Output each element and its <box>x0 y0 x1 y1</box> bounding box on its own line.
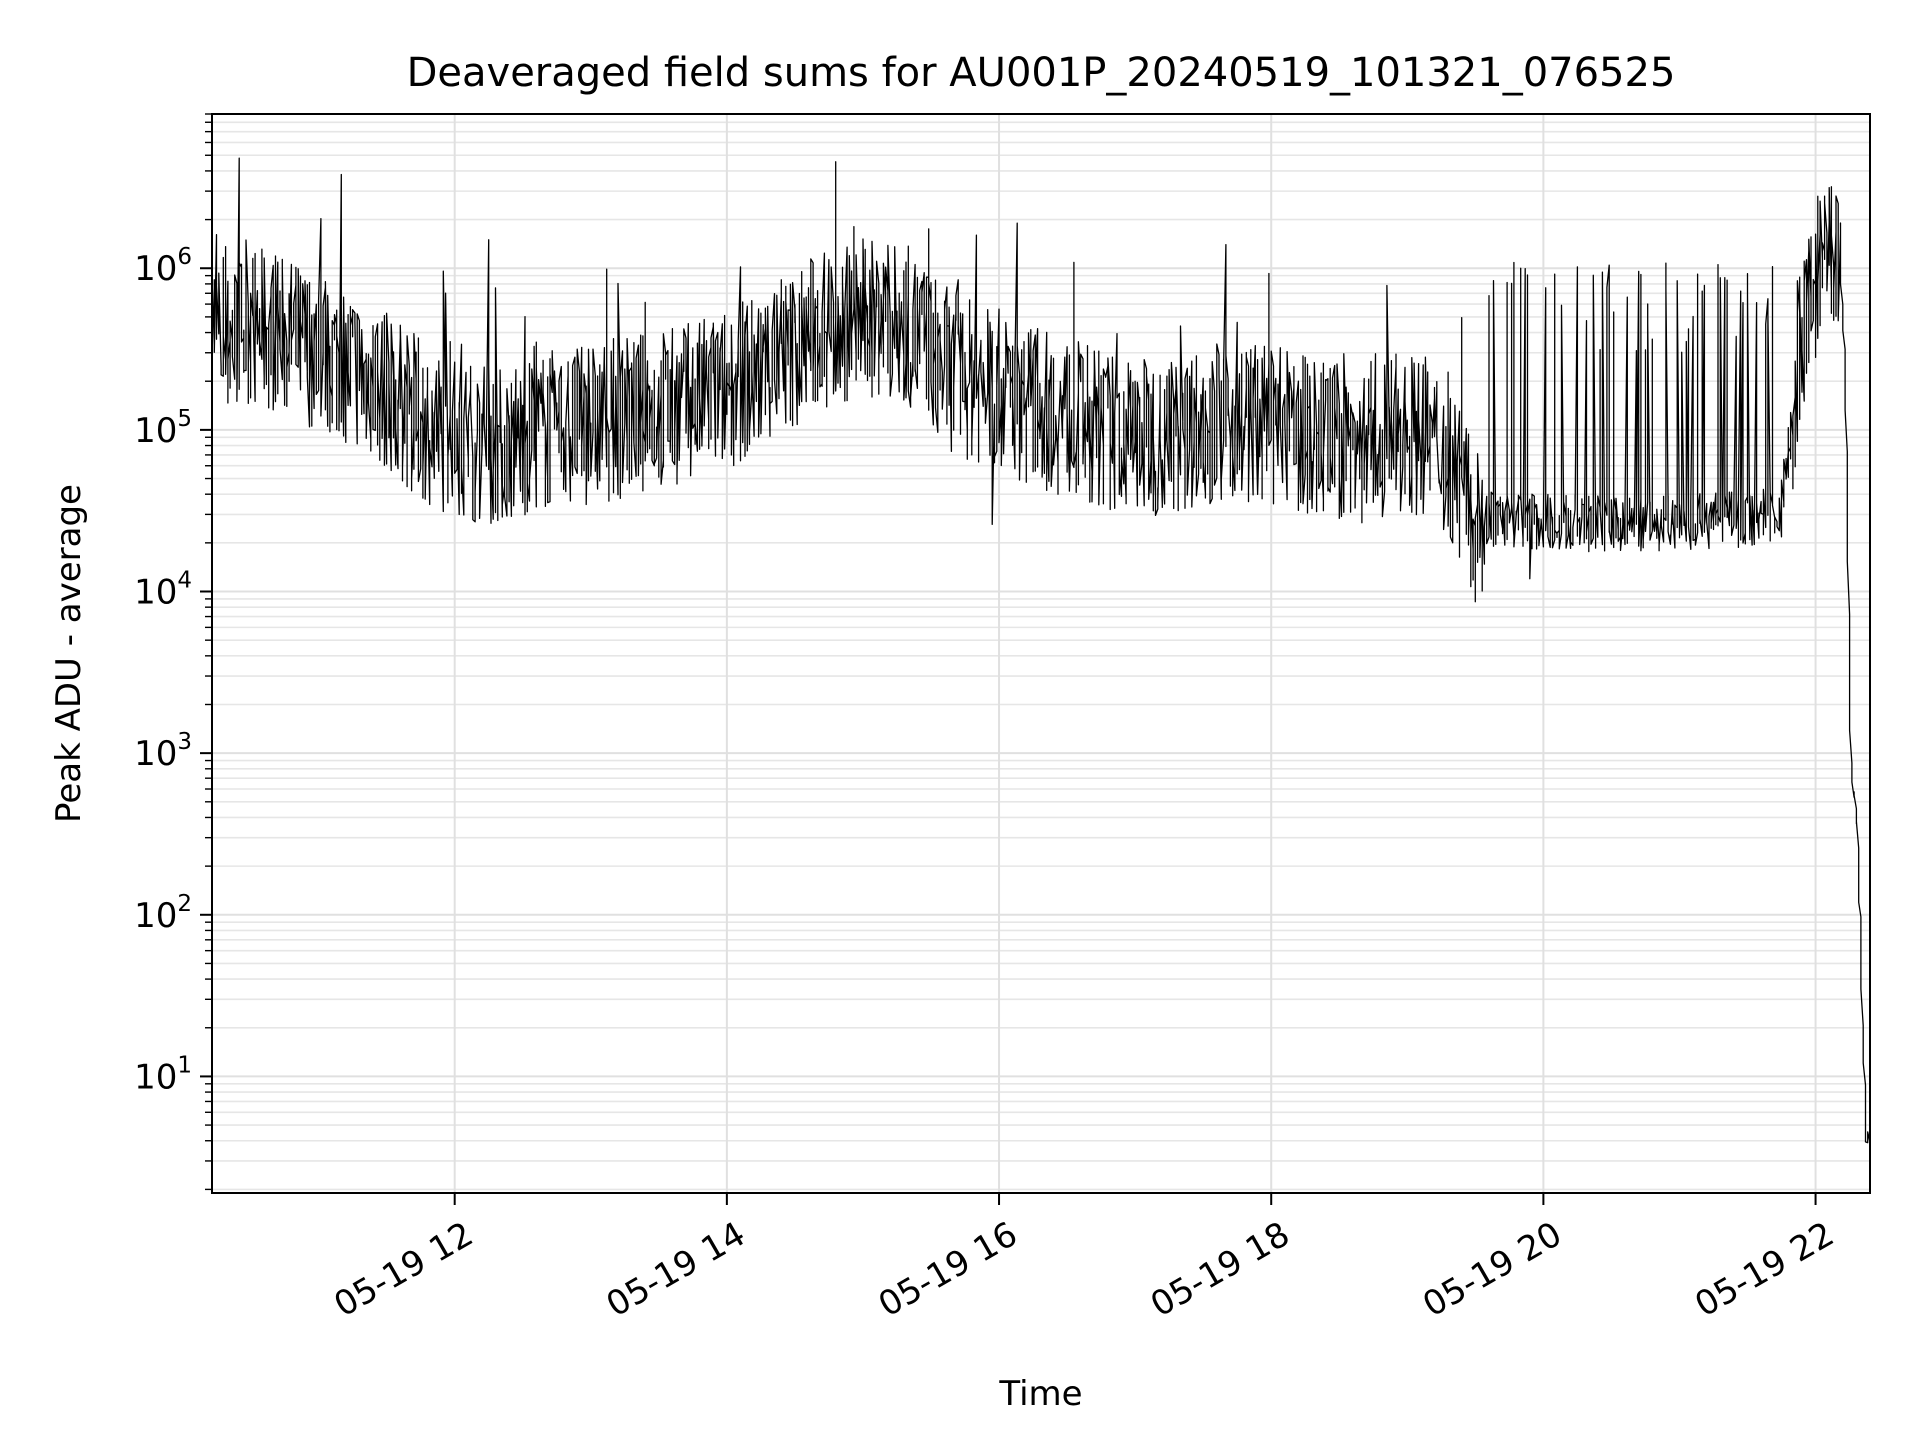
y-tick-label: 106 <box>134 244 192 289</box>
y-tick-label: 105 <box>134 406 192 451</box>
grid <box>212 113 1870 1193</box>
y-axis-label: Peak ADU - average <box>49 484 89 823</box>
axis-ticks: 101 102 103 104 105 106 05-19 12 05-19 14 05-19 … <box>134 113 1841 1325</box>
x-tick-label: 05-19 12 <box>328 1214 480 1325</box>
y-tick-label: 104 <box>134 568 192 613</box>
x-tick-label: 05-19 22 <box>1688 1214 1840 1325</box>
y-tick-label: 103 <box>134 729 192 774</box>
x-tick-label: 05-19 20 <box>1416 1214 1568 1325</box>
x-tick-label: 05-19 14 <box>600 1214 752 1325</box>
x-tick-label: 05-19 16 <box>872 1214 1024 1325</box>
chart-title: Deaveraged field sums for AU001P_2024051… <box>407 50 1676 96</box>
plot-frame <box>211 113 1871 1194</box>
series-line <box>211 157 1871 1144</box>
y-tick-label: 101 <box>134 1052 192 1097</box>
y-tick-label: 102 <box>134 891 192 936</box>
x-axis-label: Time <box>998 1374 1082 1414</box>
x-tick-label: 05-19 18 <box>1144 1214 1296 1325</box>
series-layer <box>211 157 1871 1144</box>
